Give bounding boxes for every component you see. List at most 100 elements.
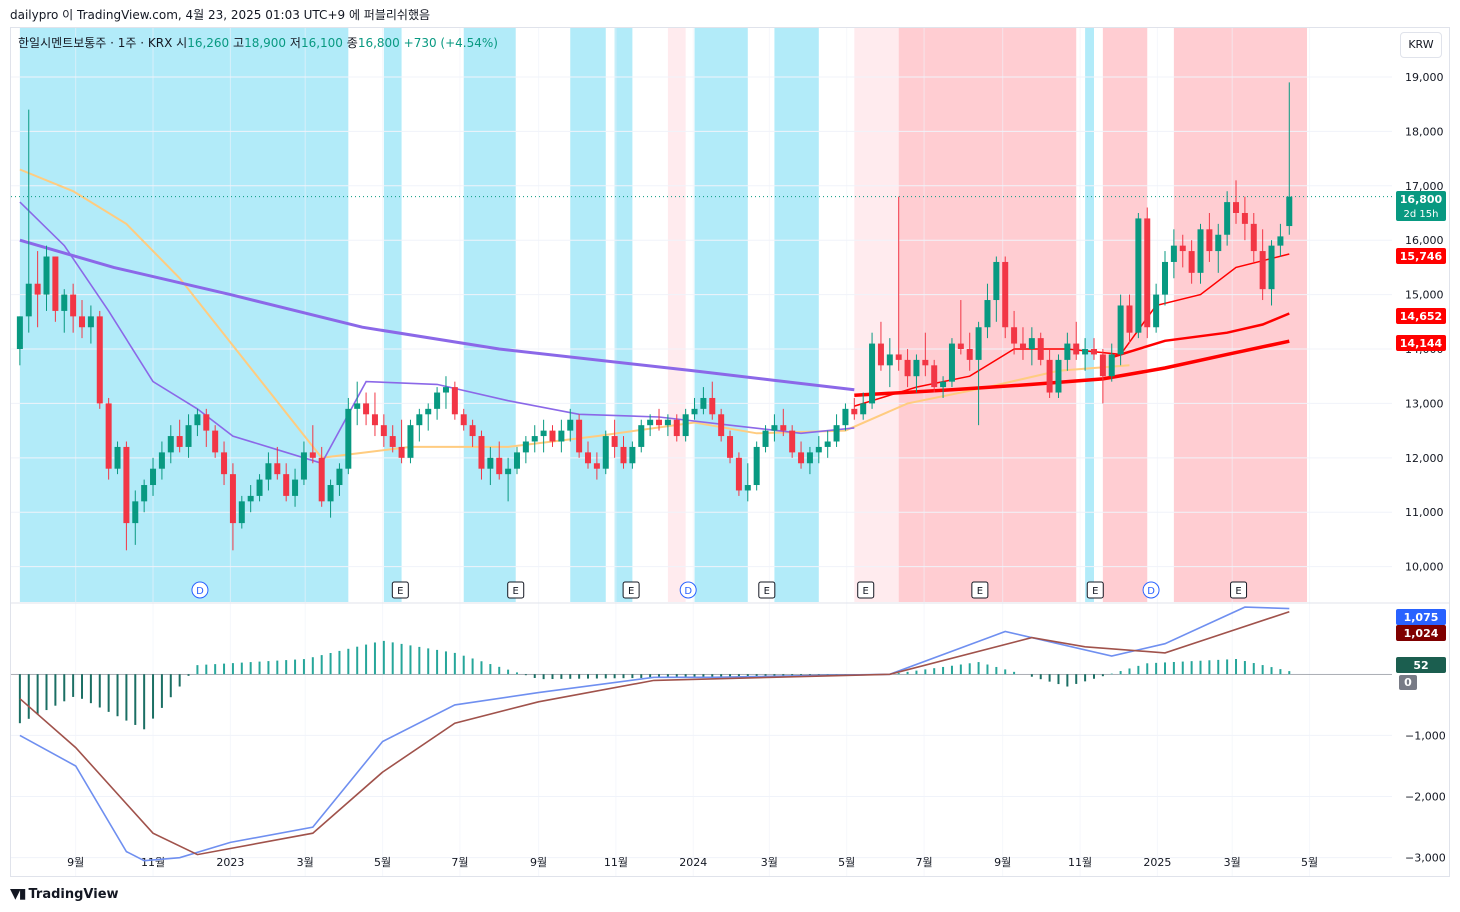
- candle-body: [620, 446, 627, 464]
- brand: ▼▮ TradingView: [10, 886, 119, 902]
- time-tick-label: 11월: [604, 856, 628, 869]
- candle-body: [1197, 229, 1204, 273]
- earnings-marker-icon: [758, 581, 776, 599]
- hist-badge-bg: [1396, 657, 1446, 673]
- candle-body: [1233, 202, 1240, 213]
- candle-body: [203, 414, 210, 431]
- candle-body: [735, 457, 742, 491]
- low-label: 저: [289, 36, 301, 50]
- candle-body: [407, 425, 414, 458]
- symbol-name: 한일시멘트보통주 · 1주 · KRX: [18, 36, 173, 50]
- price-tick-label: 15,000: [1405, 289, 1444, 302]
- earnings-marker-icon: [391, 581, 409, 599]
- tradingview-logo-icon: ▼▮: [10, 886, 27, 902]
- time-tick-label: 9월: [994, 856, 1011, 869]
- candle-body: [727, 436, 734, 458]
- macd-line: [19, 606, 1290, 862]
- low-value: 16,100: [300, 36, 343, 50]
- signal-badge-bg: [1396, 625, 1446, 641]
- earnings-marker-icon: [622, 581, 640, 599]
- time-tick-label: 7월: [915, 856, 932, 869]
- candle-body: [158, 452, 165, 469]
- candle-body: [212, 430, 219, 453]
- candle-body: [1215, 234, 1222, 252]
- candle-body: [682, 414, 689, 437]
- candle-body: [496, 457, 503, 475]
- candle-body: [638, 425, 645, 447]
- event-marker-label: E: [1092, 586, 1098, 597]
- candle-body: [354, 403, 361, 409]
- candle-body: [221, 452, 228, 475]
- event-marker-label: E: [1235, 586, 1241, 597]
- candle-body: [798, 452, 805, 464]
- candle-body: [1108, 354, 1115, 377]
- ma1-badge: 15,746: [1400, 250, 1443, 263]
- candle-body: [1090, 349, 1097, 355]
- candle-body: [780, 425, 787, 431]
- hist-badge: 52: [1413, 659, 1428, 672]
- candle-body: [895, 354, 902, 360]
- event-marker-label: D: [1147, 586, 1155, 597]
- candle-body: [709, 397, 716, 415]
- candle-body: [87, 316, 94, 328]
- candle-body: [416, 414, 423, 426]
- candle-body: [922, 359, 929, 366]
- red-mid-ma-line: [1111, 312, 1290, 359]
- signal-badge: 1,024: [1404, 627, 1439, 640]
- candle-body: [664, 419, 671, 426]
- price-tick-label: 18,000: [1405, 125, 1444, 138]
- signal-band-pink: [667, 28, 686, 602]
- macd-badge: 1,075: [1404, 611, 1439, 624]
- candle-body: [718, 414, 725, 437]
- zero-badge: 0: [1404, 676, 1412, 689]
- candle-body: [585, 452, 592, 464]
- event-marker-label: D: [196, 586, 204, 597]
- time-tick-label: 5월: [838, 856, 855, 869]
- candle-body: [1073, 343, 1080, 355]
- time-tick-label: 9월: [530, 856, 547, 869]
- price-tick-label: 10,000: [1405, 561, 1444, 574]
- candle-body: [70, 294, 77, 317]
- candle-body: [869, 343, 876, 404]
- candle-body: [434, 392, 441, 409]
- candle-body: [1019, 343, 1026, 350]
- candle-body: [1162, 261, 1169, 295]
- candle-body: [105, 403, 112, 469]
- candle-body: [283, 474, 290, 496]
- candle-body: [176, 436, 183, 447]
- time-tick-label: 5월: [1301, 856, 1318, 869]
- candle-body: [1126, 305, 1133, 333]
- macd-tick-label: −1,000: [1405, 729, 1446, 742]
- candle-body: [274, 463, 281, 475]
- time-tick-label: 2024: [679, 856, 707, 869]
- candle-body: [363, 403, 370, 415]
- ma3-badge: 14,144: [1400, 337, 1443, 350]
- signal-band-cyan: [383, 28, 402, 602]
- candle-body: [877, 343, 884, 366]
- candle-body: [824, 441, 831, 447]
- candle-body: [762, 430, 769, 447]
- time-tick-label: 2023: [216, 856, 244, 869]
- bar-countdown: 2d 15h: [1404, 209, 1439, 220]
- symbol-legend: 한일시멘트보통주 · 1주 · KRX 시16,260 고18,900 저16,…: [18, 34, 498, 51]
- candle-body: [292, 479, 299, 496]
- macd-tick-label: −3,000: [1405, 852, 1446, 865]
- candle-body: [1224, 202, 1231, 235]
- signal-band-cyan: [774, 28, 819, 602]
- candle-body: [815, 446, 822, 453]
- purple-short-ma-line: [19, 201, 855, 465]
- candle-body: [114, 446, 121, 469]
- earnings-marker-icon: [1230, 581, 1248, 599]
- event-marker-label: E: [764, 586, 770, 597]
- candle-body: [460, 414, 467, 426]
- candle-body: [1055, 359, 1062, 393]
- signal-band-cyan: [570, 28, 606, 602]
- price-tick-label: 16,000: [1405, 234, 1444, 247]
- candle-body: [300, 452, 307, 480]
- event-marker-label: D: [684, 586, 692, 597]
- currency-button[interactable]: KRW: [1400, 32, 1442, 58]
- chart-frame: [10, 27, 1450, 877]
- ma3-badge-bg: [1396, 335, 1446, 351]
- candle-body: [380, 425, 387, 437]
